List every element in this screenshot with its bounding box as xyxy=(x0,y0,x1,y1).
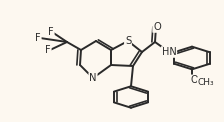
Text: F: F xyxy=(45,45,51,55)
Text: O: O xyxy=(153,22,161,32)
Text: S: S xyxy=(125,36,131,46)
Text: N: N xyxy=(89,73,97,83)
Text: CH₃: CH₃ xyxy=(198,78,214,87)
Text: HN: HN xyxy=(162,47,176,57)
Text: F: F xyxy=(48,27,54,37)
Text: O: O xyxy=(190,75,198,85)
Text: F: F xyxy=(35,33,41,43)
